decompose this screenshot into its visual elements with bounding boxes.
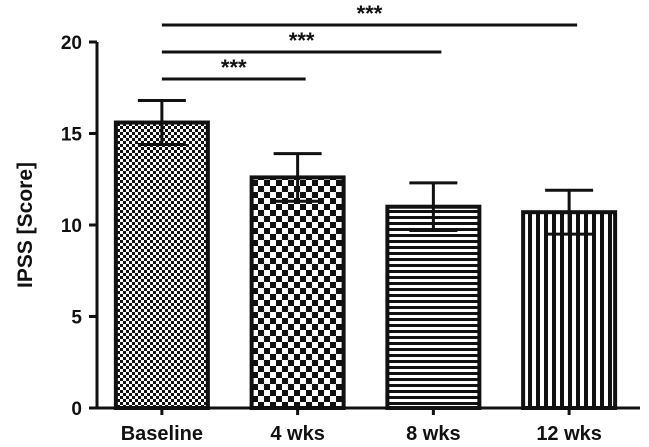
bar-4-wks (249, 175, 346, 410)
y-tick-label: 15 (61, 125, 83, 146)
bar-12-wks (521, 210, 618, 410)
y-tick-label: 10 (61, 216, 82, 237)
error-bars (137, 99, 594, 236)
y-axis-title: IPSS [Score] (14, 162, 37, 288)
x-tick-label: 12 wks (536, 423, 602, 445)
x-tick-label: 8 wks (406, 423, 460, 445)
y-tick-label: 5 (71, 308, 82, 329)
y-tick-label: 0 (71, 399, 82, 420)
bar-8-wks (385, 204, 482, 410)
y-ticks: 0 5 10 15 20 (61, 33, 97, 420)
significance-label: *** (289, 28, 315, 53)
significance-label: *** (357, 1, 383, 26)
significance-label: *** (221, 55, 247, 80)
x-tick-label: Baseline (121, 423, 203, 445)
x-tick-label: 4 wks (270, 423, 324, 445)
bars (113, 120, 618, 411)
y-tick-label: 20 (61, 33, 82, 54)
x-tick-labels: Baseline 4 wks 8 wks 12 wks (121, 408, 602, 445)
bar-baseline (113, 120, 210, 411)
significance-brackets: *** *** *** (161, 1, 578, 81)
